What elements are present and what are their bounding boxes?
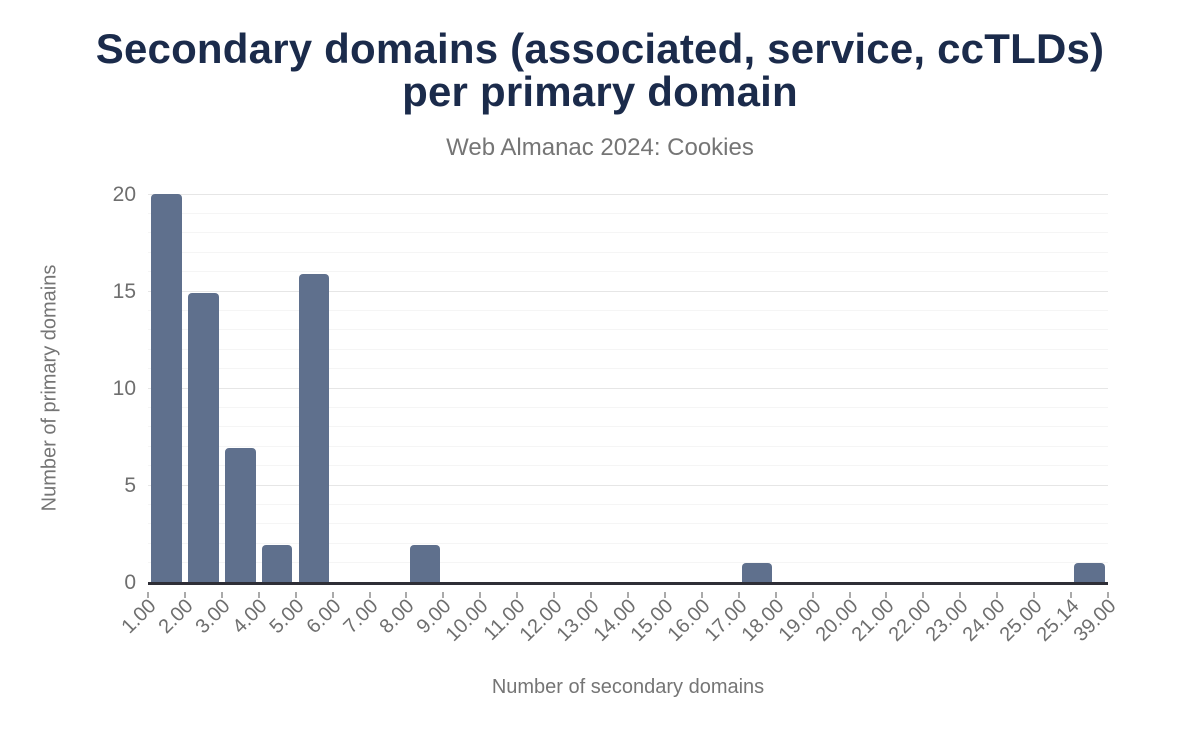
x-tick-label: 22.00 — [884, 595, 936, 646]
x-tick — [183, 592, 186, 598]
minor-gridline — [148, 542, 1108, 544]
x-tick-label: 14.00 — [589, 595, 641, 646]
x-tick-label: 8.00 — [375, 595, 420, 639]
x-tick — [516, 592, 519, 598]
x-tick — [479, 592, 482, 598]
minor-gridline — [148, 309, 1108, 311]
x-tick — [627, 592, 629, 598]
x-tick-label: 1.00 — [117, 595, 161, 639]
x-tick-label: 39.00 — [1069, 595, 1121, 646]
minor-gridline — [148, 212, 1108, 214]
x-tick — [885, 592, 888, 598]
x-tick — [1107, 592, 1109, 598]
x-tick-label: 13.00 — [552, 595, 604, 646]
minor-gridline — [148, 271, 1108, 273]
x-tick-label: 5.00 — [265, 595, 309, 639]
x-tick — [590, 592, 593, 598]
x-tick-label: 19.00 — [774, 595, 826, 646]
plot-area: 0 5 10 15 20 1.00 2.00 3.00 4.00 5.00 6.00 7.00 8.00… — [113, 183, 1121, 646]
x-tick-label: 25.14 — [1032, 595, 1084, 646]
x-tick-label: 7.00 — [338, 595, 383, 639]
y-tick-label: 5 — [124, 474, 136, 497]
minor-gridline — [148, 348, 1108, 350]
major-gridline — [148, 484, 1108, 486]
x-tick — [294, 592, 297, 598]
chart-title: Secondary domains (associated, service, … — [0, 25, 1200, 115]
minor-gridline — [148, 562, 1108, 564]
x-tick-label: 3.00 — [191, 595, 235, 639]
bar-2.00[interactable] — [188, 292, 219, 582]
x-tick — [737, 592, 740, 598]
bar-4.00[interactable] — [261, 545, 293, 582]
minor-gridline — [148, 251, 1108, 253]
major-gridline — [148, 290, 1108, 292]
x-tick-label: 16.00 — [663, 595, 715, 646]
minor-gridline — [148, 523, 1108, 525]
x-tick-label: 23.00 — [921, 595, 973, 646]
minor-gridline — [148, 445, 1108, 447]
x-tick-label: 20.00 — [811, 595, 863, 646]
chart-title-line1: Secondary domains (associated, service, … — [95, 25, 1105, 72]
x-tick-label: 2.00 — [154, 595, 198, 639]
x-tick — [700, 592, 703, 598]
x-tick — [1070, 592, 1073, 598]
x-tick — [220, 592, 223, 598]
x-tick — [922, 592, 925, 598]
bar-25.14[interactable] — [1074, 562, 1105, 582]
x-tick-label: 17.00 — [700, 595, 752, 646]
y-tick-label: 20 — [112, 183, 136, 206]
x-tick — [257, 592, 260, 598]
minor-gridline — [148, 503, 1108, 505]
x-tick — [848, 592, 851, 598]
minor-gridline — [148, 465, 1108, 467]
y-tick-label: 0 — [124, 571, 136, 594]
x-tick — [553, 592, 556, 598]
x-tick-label: 12.00 — [515, 595, 567, 646]
x-tick — [331, 592, 334, 598]
x-tick-label: 18.00 — [737, 595, 789, 646]
bar-8.00[interactable] — [409, 545, 441, 582]
x-tick-label: 4.00 — [228, 595, 272, 639]
x-tick-label: 10.00 — [441, 595, 493, 646]
x-tick — [996, 592, 999, 598]
y-tick-label: 10 — [112, 377, 136, 400]
x-tick-label: 15.00 — [626, 595, 678, 646]
y-axis-title: Number of primary domains — [38, 264, 61, 512]
x-tick-label: 21.00 — [848, 595, 900, 646]
x-tick-label: 24.00 — [958, 595, 1010, 646]
bar-3.00[interactable] — [225, 448, 256, 582]
minor-gridline — [148, 329, 1108, 331]
x-tick — [663, 592, 666, 598]
major-gridline — [148, 193, 1108, 195]
chart-title-line2: per primary domain — [402, 67, 798, 115]
x-tick-label: 25.00 — [995, 595, 1047, 646]
x-tick — [774, 592, 777, 598]
x-tick — [405, 592, 408, 598]
x-tick — [811, 592, 814, 598]
x-tick — [147, 592, 149, 598]
x-tick-label: 6.00 — [302, 595, 346, 639]
x-axis-title: Number of secondary domains — [491, 676, 765, 698]
bar-17.00[interactable] — [741, 562, 773, 582]
x-tick — [959, 592, 962, 598]
x-tick — [442, 592, 445, 598]
minor-gridline — [148, 406, 1108, 408]
minor-gridline — [148, 426, 1108, 428]
bar-5.00[interactable] — [298, 273, 330, 582]
major-gridline — [148, 387, 1108, 389]
x-tick — [1033, 592, 1036, 598]
minor-gridline — [148, 232, 1108, 234]
chart-subtitle: Web Almanac 2024: Cookies — [446, 134, 754, 161]
bar-1.00[interactable] — [151, 194, 182, 582]
x-tick — [368, 592, 371, 598]
y-tick-label: 15 — [112, 280, 136, 303]
minor-gridline — [148, 368, 1108, 370]
